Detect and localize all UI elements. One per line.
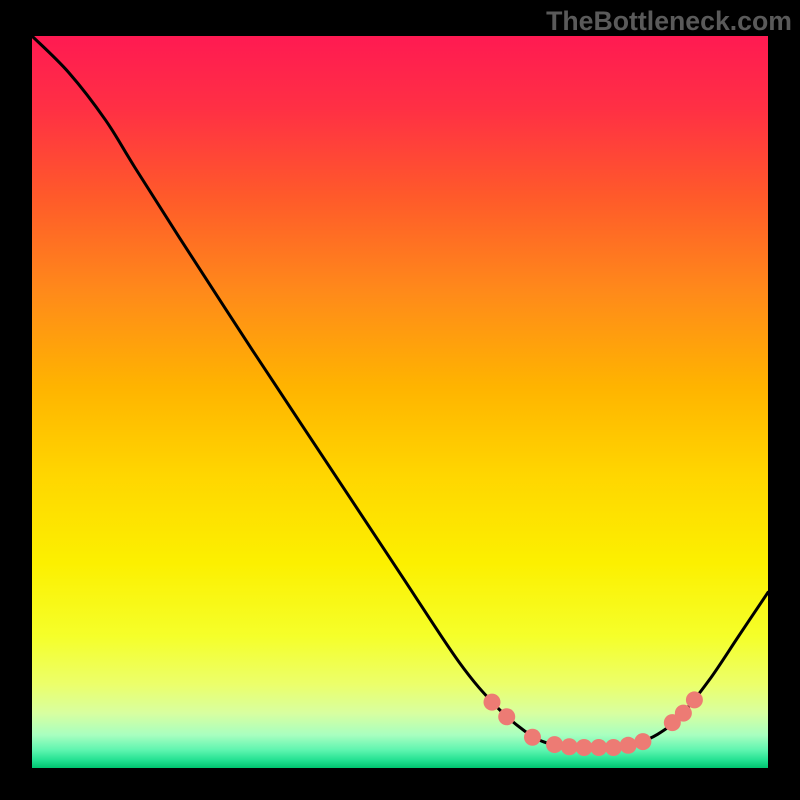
chart-background — [32, 36, 768, 768]
highlight-marker — [498, 708, 515, 725]
highlight-marker — [524, 729, 541, 746]
bottleneck-curve-chart — [32, 36, 768, 768]
watermark-label: TheBottleneck.com — [546, 6, 792, 37]
chart-plot-area — [32, 36, 768, 768]
highlight-marker — [620, 737, 637, 754]
highlight-marker — [675, 705, 692, 722]
highlight-marker — [546, 736, 563, 753]
highlight-marker — [634, 733, 651, 750]
highlight-marker — [590, 739, 607, 756]
highlight-marker — [605, 739, 622, 756]
highlight-marker — [576, 739, 593, 756]
highlight-marker — [561, 738, 578, 755]
highlight-marker — [484, 694, 501, 711]
highlight-marker — [686, 691, 703, 708]
